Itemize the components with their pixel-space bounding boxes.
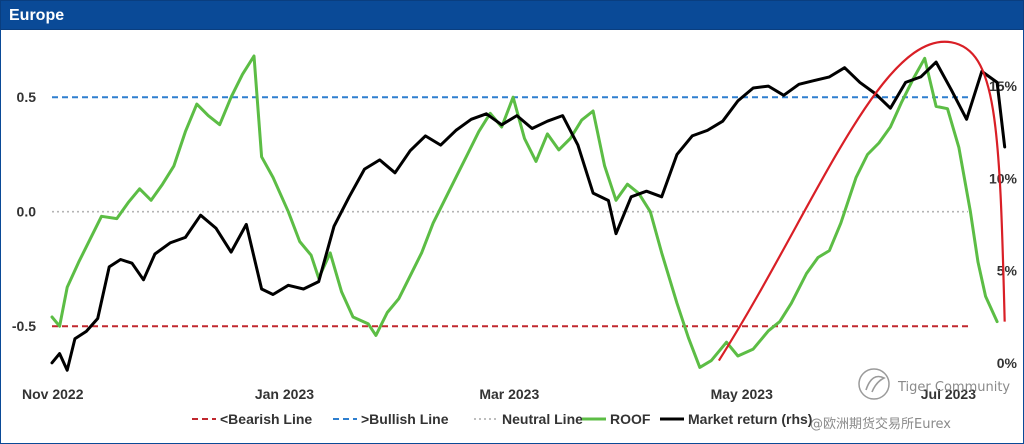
watermark-logo-icon [858, 368, 890, 400]
watermark-line2: @欧洲期货交易所Eurex [810, 416, 951, 432]
x-tick-label: Nov 2022 [22, 386, 84, 402]
legend-label: >Bullish Line [361, 411, 449, 427]
watermark: Tiger Community @欧洲期货交易所Eurex [810, 368, 1010, 432]
series-line-market-return [50, 60, 1007, 372]
legend: <Bearish Line >Bullish Line Neutral Line RO… [192, 411, 812, 427]
x-tick-label: Jul 2023 [921, 386, 976, 402]
watermark-line1: Tiger Community [897, 380, 1010, 395]
x-axis-ticks: Nov 2022 Jan 2023 Mar 2023 May 2023 Jul 2023 [22, 386, 976, 402]
header-bar: Europe [0, 0, 1024, 30]
legend-label: Market return (rhs) [688, 411, 812, 427]
x-tick-label: May 2023 [711, 386, 773, 402]
y-right-tick-label: 5% [997, 263, 1018, 279]
legend-label: Neutral Line [502, 411, 583, 427]
x-tick-label: Jan 2023 [255, 386, 314, 402]
y-left-tick-label: 0.5 [17, 89, 37, 105]
legend-label: ROOF [610, 411, 651, 427]
chart-title: Europe [9, 7, 65, 24]
y-right-tick-label: 0% [997, 355, 1018, 371]
y-left-tick-label: 0.0 [17, 204, 37, 220]
reference-lines [52, 96, 968, 328]
y-left-tick-label: -0.5 [12, 318, 36, 334]
x-tick-label: Mar 2023 [479, 386, 539, 402]
watermark-logo-mark [865, 375, 886, 393]
series-line-roof [50, 54, 999, 369]
left-axis-ticks: -0.5 0.0 0.5 [12, 89, 36, 334]
trend-arc [717, 40, 1006, 362]
legend-label: <Bearish Line [220, 411, 312, 427]
plot-series [50, 40, 1007, 372]
y-right-tick-label: 10% [989, 170, 1018, 186]
